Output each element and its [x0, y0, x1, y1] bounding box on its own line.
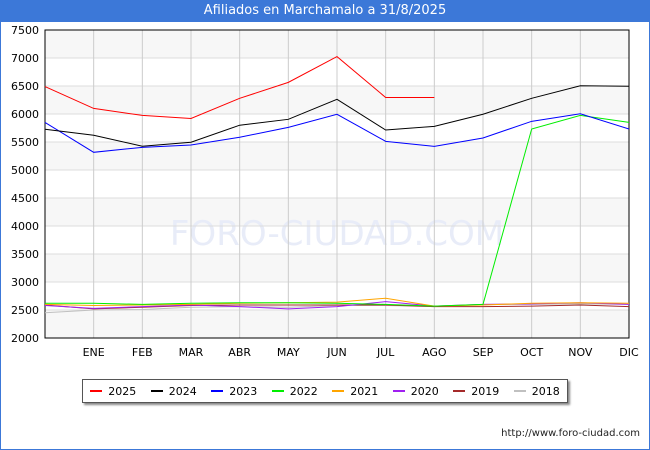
- y-tick-label: 6000: [11, 108, 39, 121]
- y-tick-label: 3000: [11, 276, 39, 289]
- x-tick-label: JUL: [376, 346, 395, 359]
- plot-border: [44, 29, 630, 339]
- legend-item-2018: 2018: [513, 384, 560, 398]
- legend-swatch: [150, 390, 163, 392]
- legend-swatch: [453, 390, 466, 392]
- x-tick-label: SEP: [473, 346, 494, 359]
- legend-swatch: [211, 390, 224, 392]
- y-tick-label: 4000: [11, 220, 39, 233]
- legend-item-2025: 2025: [90, 385, 136, 398]
- x-tick-label: MAY: [277, 346, 300, 359]
- legend: 2025 2024 2023 2022 2021 2020 2019 2018: [82, 379, 568, 403]
- x-tick-label: DIC: [619, 346, 639, 359]
- series-line-2023: [44, 113, 630, 153]
- legend-label: 2022: [289, 384, 318, 398]
- legend-label: 2019: [471, 384, 500, 398]
- y-tick-label: 3500: [11, 248, 39, 261]
- series-line-2024: [44, 85, 630, 147]
- y-tick-label: 5500: [11, 136, 39, 149]
- legend-label: 2025: [108, 384, 137, 398]
- legend-item-2019: 2019: [453, 385, 499, 398]
- x-tick-label: ABR: [228, 346, 251, 359]
- y-tick-label: 2500: [11, 304, 39, 317]
- legend-label: 2021: [350, 384, 379, 398]
- y-tick-label: 6500: [11, 80, 39, 93]
- x-tick-label: JUN: [326, 346, 347, 359]
- legend-item-2020: 2020: [392, 384, 439, 398]
- legend-item-2023: 2023: [211, 385, 257, 398]
- legend-item-2024: 2024: [150, 384, 197, 398]
- legend-label: 2018: [531, 384, 560, 398]
- legend-label: 2024: [168, 384, 197, 398]
- legend-label: 2023: [229, 384, 258, 398]
- x-tick-label: NOV: [568, 346, 593, 359]
- series-line-2020: [44, 301, 630, 310]
- y-tick-label: 7000: [11, 52, 39, 65]
- y-tick-label: 7500: [11, 24, 39, 37]
- y-tick-label: 4500: [11, 192, 39, 205]
- footer-url[interactable]: http://www.foro-ciudad.com: [501, 428, 640, 439]
- legend-swatch: [271, 390, 284, 392]
- chart-title: Afiliados en Marchamalo a 31/8/2025: [0, 0, 650, 22]
- legend-swatch: [513, 390, 526, 392]
- legend-label: 2020: [410, 384, 439, 398]
- x-tick-label: FEB: [132, 346, 153, 359]
- legend-swatch: [392, 390, 405, 392]
- y-tick-label: 5000: [11, 164, 39, 177]
- legend-swatch: [332, 390, 345, 392]
- series-line-2025: [44, 56, 435, 119]
- series-line-2021: [44, 297, 630, 307]
- series-line-2018: [44, 303, 630, 314]
- legend-item-2021: 2021: [332, 385, 378, 398]
- series-line-2019: [44, 304, 630, 310]
- x-tick-label: OCT: [520, 346, 543, 359]
- x-tick-label: MAR: [179, 346, 204, 359]
- series-line-2022: [45, 114, 630, 307]
- legend-swatch: [90, 390, 103, 392]
- x-tick-label: AGO: [422, 346, 447, 359]
- y-tick-label: 2000: [11, 332, 39, 345]
- x-tick-label: ENE: [83, 346, 105, 359]
- legend-item-2022: 2022: [271, 384, 318, 398]
